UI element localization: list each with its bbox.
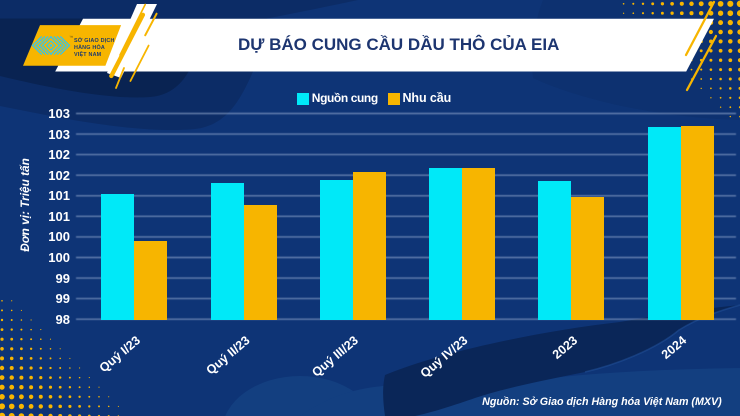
svg-text:HÀNG HÓA: HÀNG HÓA [74, 43, 105, 51]
svg-text:VIỆT NAM: VIỆT NAM [74, 50, 102, 58]
svg-text:SỞ GIAO DỊCH: SỞ GIAO DỊCH [74, 37, 115, 44]
svg-text:™: ™ [69, 35, 74, 40]
